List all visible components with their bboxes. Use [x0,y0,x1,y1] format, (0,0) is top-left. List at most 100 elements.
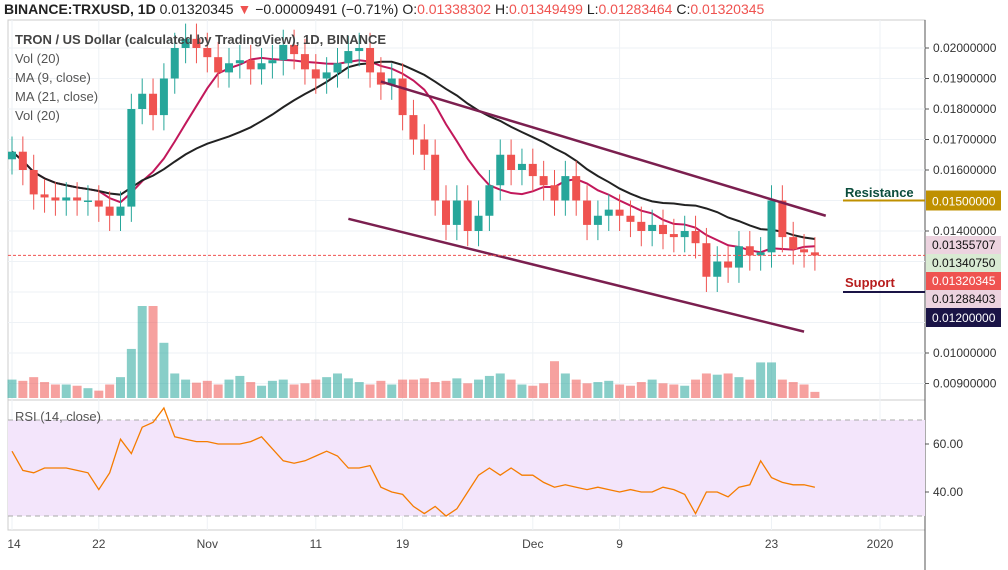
candle-body [387,78,396,85]
candle-body [105,206,114,216]
support-price-tag [926,308,1001,327]
candle-body [593,215,602,225]
price-tick-label: 0.01900000 [933,72,997,86]
candle-body [322,72,331,79]
volume-bar [29,377,39,398]
resistance-price-tag [926,190,1001,211]
candle-body [246,60,255,70]
volume-bar [126,348,136,398]
volume-bar [799,384,809,398]
ma21-line [11,60,816,240]
price-label-tag [926,254,1001,272]
candle-body [192,38,201,48]
candle-body [680,231,689,238]
candle-body [18,151,27,170]
x-tick-label: 9 [616,537,623,551]
volume-bar [116,377,125,398]
rsi-tick-label: 40.00 [933,485,963,499]
price-tick-label: 0.01400000 [933,224,997,238]
volume-bar [191,382,201,398]
volume-bar [756,362,766,398]
volume-bar [159,342,169,398]
candle-body [181,38,190,48]
chart-title: TRON / US Dollar (calculated by TradingV… [15,32,387,47]
candle-body [376,72,385,85]
candle-body [583,200,592,225]
volume-bar [181,379,191,398]
legend-vol[interactable]: Vol (20) [15,51,60,66]
candle-body [398,78,407,116]
rsi-tick-label: 60.00 [933,437,963,451]
volume-bar [539,383,549,398]
volume-bar [691,379,701,398]
legend-vol2[interactable]: Vol (20) [15,108,60,123]
volume-bar [311,379,321,398]
volume-bar [474,379,484,398]
legend-ma9[interactable]: MA (9, close) [15,70,91,85]
volume-bar [50,384,60,398]
candle-body [420,139,429,155]
candle-body [159,78,168,116]
volume-bar [430,382,440,398]
last-price: 0.01320345 [159,1,234,17]
candle-body [300,54,309,70]
volume-bar [365,384,375,398]
candle-body [409,115,418,140]
volume-bar [484,375,494,398]
candle-body [62,197,71,201]
candle-body [637,221,646,231]
price-label: 0.01340750 [932,256,996,270]
candle-body [507,154,516,170]
volume-bar [343,378,353,398]
candle-body [702,243,711,277]
volume-bar [354,382,364,398]
symbol-header: BINANCE:TRXUSD, 1D 0.01320345 ▼ −0.00009… [4,1,764,17]
volume-bar [235,375,245,398]
volume-bar [452,378,462,398]
volume-bar [723,373,733,398]
candle-body [452,200,461,225]
candle-body [94,200,103,207]
volume-bar [506,379,516,398]
volume-bar [408,379,418,398]
candle-body [756,252,765,256]
candle-body [724,261,733,268]
volume-bar [658,383,668,398]
candle-body [203,48,212,58]
candle-body [745,246,754,256]
candle-body [83,200,92,202]
volume-bar [636,382,646,398]
volume-bar [202,380,212,398]
volume-bar [224,379,234,398]
channel-line [380,80,827,217]
volume-bar [18,380,28,398]
channel-line [348,217,805,333]
legend-ma21[interactable]: MA (21, close) [15,89,99,104]
candle-body [344,51,353,64]
x-tick-label: 14 [7,537,21,551]
volume-bar [810,391,820,398]
support-price: 0.01200000 [932,311,996,325]
volume-bar [745,379,755,398]
volume-bar [94,390,104,398]
volume-bar [148,306,158,398]
candle-body [290,44,299,55]
price-label: 0.01288403 [932,292,996,306]
price-tick-label: 0.01600000 [933,163,997,177]
candle-body [691,231,700,244]
volume-bar [83,388,93,398]
x-tick-label: 19 [396,537,410,551]
candle-body [550,185,559,201]
rsi-label: RSI (14, close) [15,409,101,424]
price-tick-label: 0.00900000 [933,377,997,391]
volume-bar [680,385,690,398]
candle-body [572,176,581,201]
candle-body [528,163,537,177]
candle-body [561,176,570,201]
volume-bar [669,384,679,398]
candle-body [138,93,147,109]
candle-body [485,185,494,216]
x-tick-label: Nov [197,537,218,551]
price-label-tag [926,236,1001,254]
